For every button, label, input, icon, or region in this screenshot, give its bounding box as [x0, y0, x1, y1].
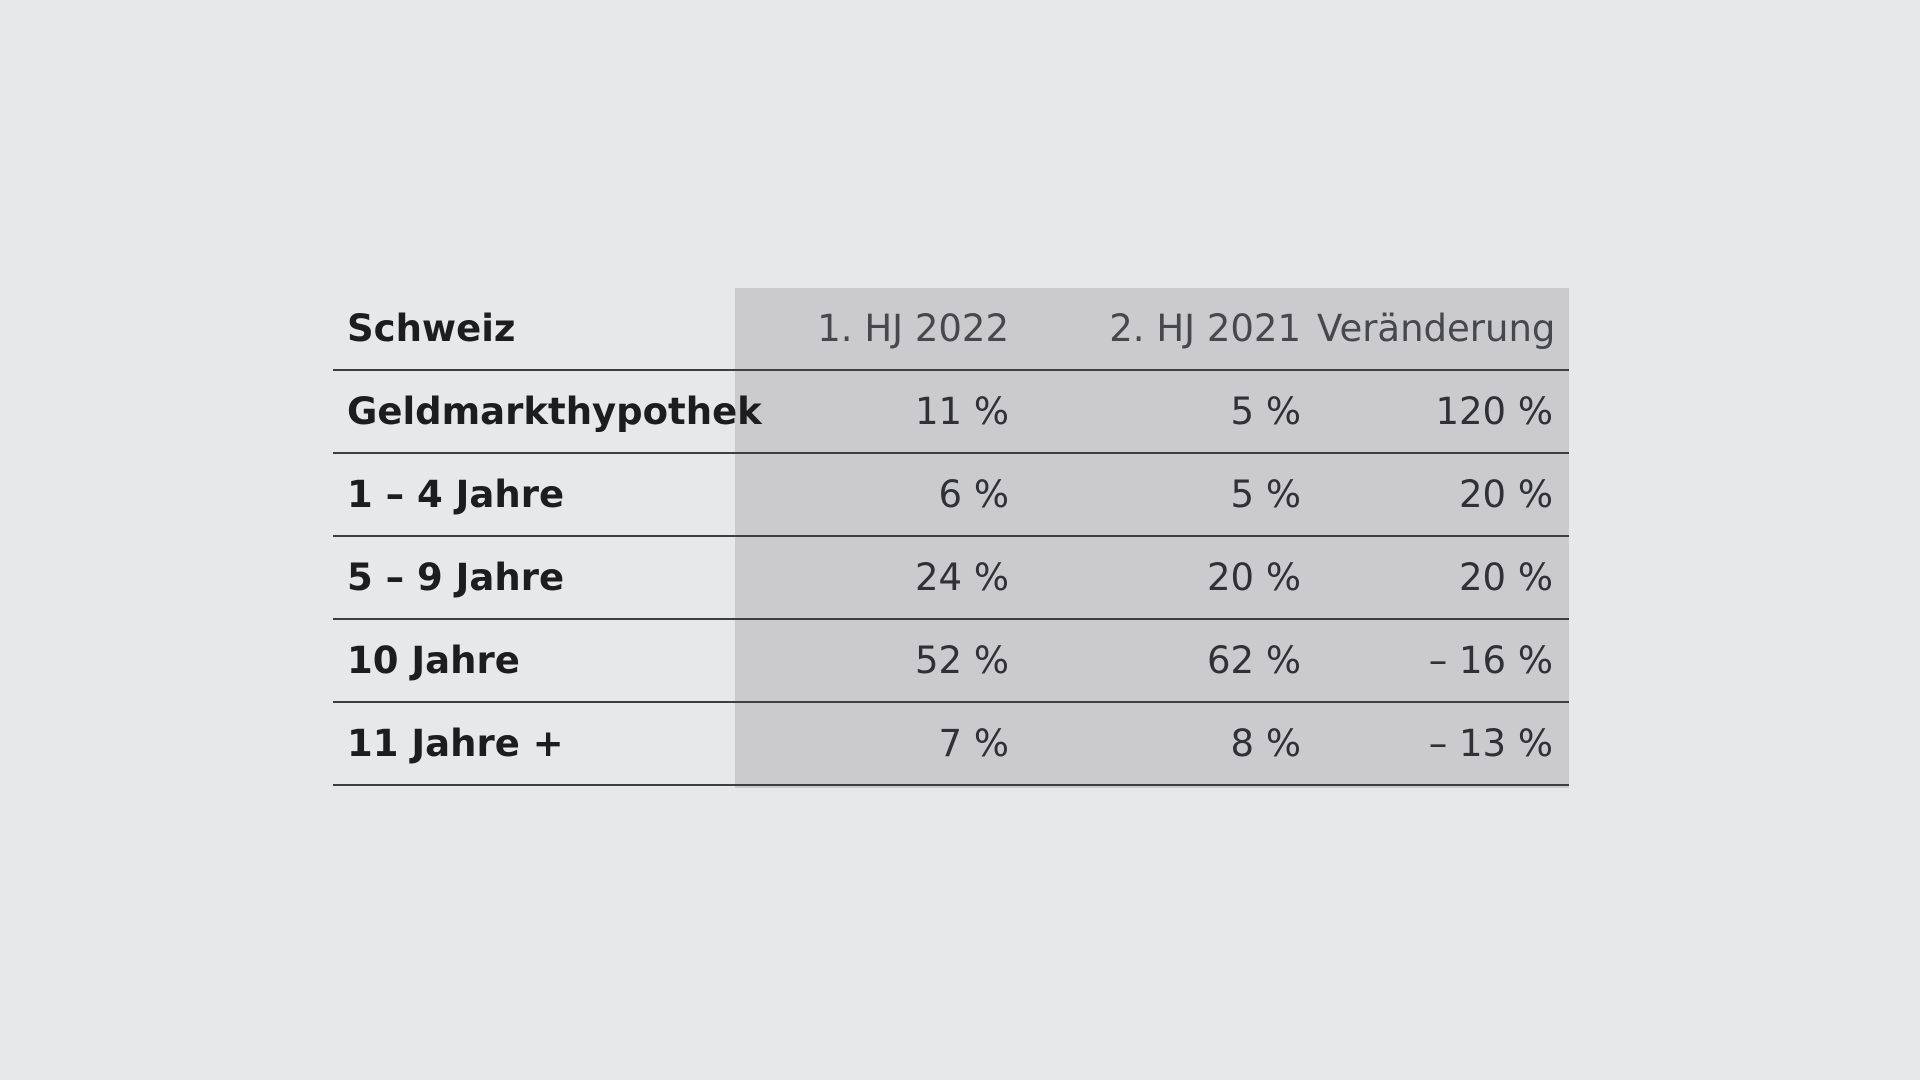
row-label: 5 – 9 Jahre: [333, 536, 735, 620]
cell-change: 20 %: [1317, 536, 1569, 620]
cell-h2-2021: 62 %: [1025, 619, 1317, 703]
cell-h2-2021: 20 %: [1025, 536, 1317, 620]
table-row: 10 Jahre 52 % 62 % – 16 %: [333, 619, 1569, 703]
cell-change: 120 %: [1317, 370, 1569, 454]
cell-h1-2022: 11 %: [735, 370, 1025, 454]
table-row: 1 – 4 Jahre 6 % 5 % 20 %: [333, 453, 1569, 537]
column-header-h2-2021: 2. HJ 2021: [1025, 288, 1317, 371]
cell-h1-2022: 7 %: [735, 702, 1025, 786]
cell-h2-2021: 8 %: [1025, 702, 1317, 786]
cell-change: – 13 %: [1317, 702, 1569, 786]
row-label: 10 Jahre: [333, 619, 735, 703]
cell-change: – 16 %: [1317, 619, 1569, 703]
table-row: Geldmarkthypothek 11 % 5 % 120 %: [333, 370, 1569, 454]
cell-h2-2021: 5 %: [1025, 453, 1317, 537]
column-header-h1-2022: 1. HJ 2022: [735, 288, 1025, 371]
cell-h1-2022: 24 %: [735, 536, 1025, 620]
cell-h2-2021: 5 %: [1025, 370, 1317, 454]
column-header-region: Schweiz: [333, 288, 735, 371]
mortgage-table: Schweiz 1. HJ 2022 2. HJ 2021 Veränderun…: [333, 288, 1569, 786]
row-label: 11 Jahre +: [333, 702, 735, 786]
cell-h1-2022: 6 %: [735, 453, 1025, 537]
row-label: 1 – 4 Jahre: [333, 453, 735, 537]
table-header-row: Schweiz 1. HJ 2022 2. HJ 2021 Veränderun…: [333, 288, 1569, 371]
column-header-change: Veränderung: [1317, 288, 1569, 371]
cell-h1-2022: 52 %: [735, 619, 1025, 703]
cell-change: 20 %: [1317, 453, 1569, 537]
table-row: 5 – 9 Jahre 24 % 20 % 20 %: [333, 536, 1569, 620]
table-row: 11 Jahre + 7 % 8 % – 13 %: [333, 702, 1569, 786]
row-label: Geldmarkthypothek: [333, 370, 762, 454]
